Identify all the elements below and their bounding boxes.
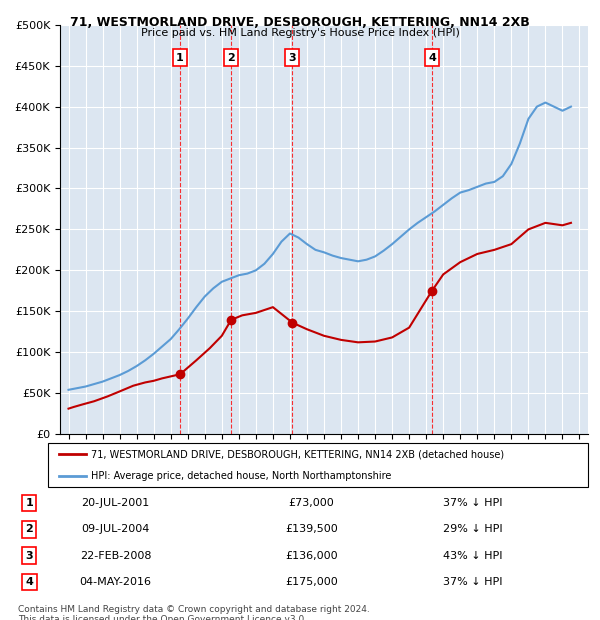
Text: 4: 4 [428,53,436,63]
Text: £136,000: £136,000 [285,551,338,560]
Text: Contains HM Land Registry data © Crown copyright and database right 2024.
This d: Contains HM Land Registry data © Crown c… [18,604,370,620]
Text: HPI: Average price, detached house, North Northamptonshire: HPI: Average price, detached house, Nort… [91,471,392,481]
Text: £73,000: £73,000 [289,498,334,508]
Text: 29% ↓ HPI: 29% ↓ HPI [443,525,503,534]
Text: £175,000: £175,000 [285,577,338,587]
Text: 43% ↓ HPI: 43% ↓ HPI [443,551,503,560]
Text: 22-FEB-2008: 22-FEB-2008 [80,551,151,560]
Text: 2: 2 [25,525,33,534]
Text: 71, WESTMORLAND DRIVE, DESBOROUGH, KETTERING, NN14 2XB: 71, WESTMORLAND DRIVE, DESBOROUGH, KETTE… [70,16,530,29]
Text: 37% ↓ HPI: 37% ↓ HPI [443,498,503,508]
Text: 1: 1 [176,53,184,63]
Text: 3: 3 [25,551,33,560]
Text: 2: 2 [227,53,235,63]
Text: 1: 1 [25,498,33,508]
Text: 09-JUL-2004: 09-JUL-2004 [82,525,150,534]
FancyBboxPatch shape [48,443,588,487]
Text: Price paid vs. HM Land Registry's House Price Index (HPI): Price paid vs. HM Land Registry's House … [140,28,460,38]
Text: 04-MAY-2016: 04-MAY-2016 [80,577,152,587]
Text: 71, WESTMORLAND DRIVE, DESBOROUGH, KETTERING, NN14 2XB (detached house): 71, WESTMORLAND DRIVE, DESBOROUGH, KETTE… [91,449,505,459]
Text: £139,500: £139,500 [285,525,338,534]
Text: 4: 4 [25,577,33,587]
Text: 3: 3 [289,53,296,63]
Text: 20-JUL-2001: 20-JUL-2001 [82,498,150,508]
Text: 37% ↓ HPI: 37% ↓ HPI [443,577,503,587]
